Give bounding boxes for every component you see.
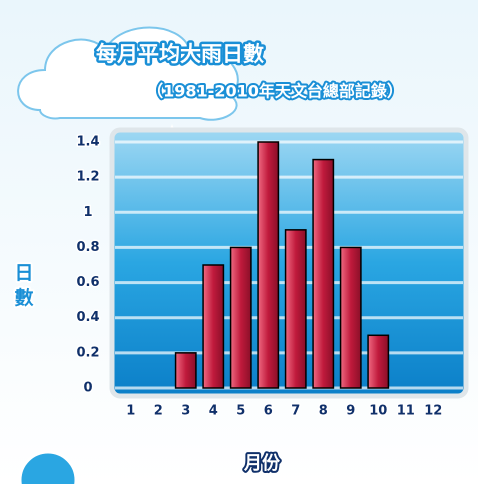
chart-subtitle: （1981-2010年天文台總部記錄） xyxy=(147,82,403,101)
y-tick-label: 1.2 xyxy=(76,170,99,185)
bar xyxy=(231,247,251,388)
y-tick-label: 1.4 xyxy=(76,135,99,150)
y-tick-label: 0 xyxy=(83,381,92,396)
x-tick-label: 5 xyxy=(236,404,245,419)
x-tick-label: 12 xyxy=(424,404,442,419)
x-tick-label: 11 xyxy=(397,404,415,419)
bar xyxy=(176,353,196,388)
bar xyxy=(203,265,223,388)
x-tick-label: 4 xyxy=(209,404,218,419)
x-tick-label: 1 xyxy=(126,404,135,419)
x-tick-label: 10 xyxy=(369,404,387,419)
bar xyxy=(286,230,306,388)
chart-title: 每月平均大雨日數 xyxy=(96,42,264,66)
y-tick-label: 0.2 xyxy=(76,345,99,360)
chart: 每月平均大雨日數 （1981-2010年天文台總部記錄） 月份 日數00.20.… xyxy=(0,0,478,484)
y-tick-label: 0.6 xyxy=(76,275,99,290)
x-axis-label: 月份 xyxy=(243,452,281,474)
bar xyxy=(368,335,388,388)
bar xyxy=(341,247,361,388)
bar xyxy=(313,160,333,388)
x-tick-label: 7 xyxy=(291,404,300,419)
y-tick-label: 0.8 xyxy=(76,240,99,255)
y-tick-label: 0.4 xyxy=(76,310,99,325)
x-tick-label: 6 xyxy=(264,404,273,419)
y-tick-label: 1 xyxy=(83,205,92,220)
x-tick-label: 8 xyxy=(319,404,328,419)
x-tick-label: 3 xyxy=(181,404,190,419)
x-tick-label: 2 xyxy=(154,404,163,419)
bar xyxy=(258,142,278,388)
x-tick-label: 9 xyxy=(346,404,355,419)
